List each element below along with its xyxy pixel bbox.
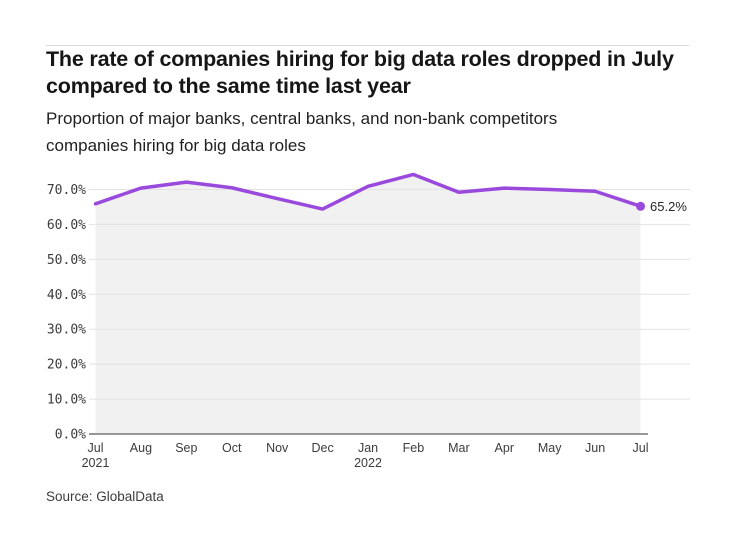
x-axis-year-label: 2021 bbox=[82, 456, 110, 470]
y-axis-label: 0.0% bbox=[55, 428, 86, 443]
chart-plot-region: 0.0% 10.0% 20.0% 30.0% 40.0% 50.0% 60.0% 70.0% 6… bbox=[0, 158, 735, 488]
y-axis-label: 10.0% bbox=[47, 393, 86, 408]
y-axis-label: 50.0% bbox=[47, 253, 86, 268]
x-axis-label: Nov bbox=[266, 441, 289, 455]
x-axis-label: Jun bbox=[585, 441, 605, 455]
chart-title: The rate of companies hiring for big dat… bbox=[46, 47, 674, 98]
x-axis-label: Jan bbox=[358, 441, 378, 455]
chart-subtitle: Proportion of major banks, central banks… bbox=[46, 109, 558, 155]
y-axis-label: 70.0% bbox=[47, 183, 86, 198]
x-axis-label: Sep bbox=[175, 441, 197, 455]
trend-chart: 0.0% 10.0% 20.0% 30.0% 40.0% 50.0% 60.0% 70.0% 6… bbox=[47, 172, 690, 470]
x-axis-label: Dec bbox=[311, 441, 333, 455]
source-note: Source: GlobalData bbox=[46, 489, 164, 504]
x-axis-label: Jul bbox=[88, 441, 104, 455]
y-axis-label: 40.0% bbox=[47, 288, 86, 303]
trend-line bbox=[93, 172, 643, 211]
x-axis-label: Apr bbox=[495, 441, 514, 455]
y-axis-label: 30.0% bbox=[47, 323, 86, 338]
end-value-label: 65.2% bbox=[650, 199, 687, 214]
x-axis-label: Jul bbox=[633, 441, 649, 455]
x-axis-label: Oct bbox=[222, 441, 242, 455]
y-axis-label: 60.0% bbox=[47, 218, 86, 233]
x-axis-label: May bbox=[538, 441, 562, 455]
x-axis-label: Aug bbox=[130, 441, 152, 455]
end-point-dot bbox=[636, 201, 646, 211]
x-axis-year-label: 2022 bbox=[354, 456, 382, 470]
y-axis-label: 20.0% bbox=[47, 358, 86, 373]
x-axis-label: Feb bbox=[403, 441, 425, 455]
x-axis-label: Mar bbox=[448, 441, 470, 455]
top-divider bbox=[46, 45, 689, 46]
area-fill bbox=[95, 174, 641, 434]
